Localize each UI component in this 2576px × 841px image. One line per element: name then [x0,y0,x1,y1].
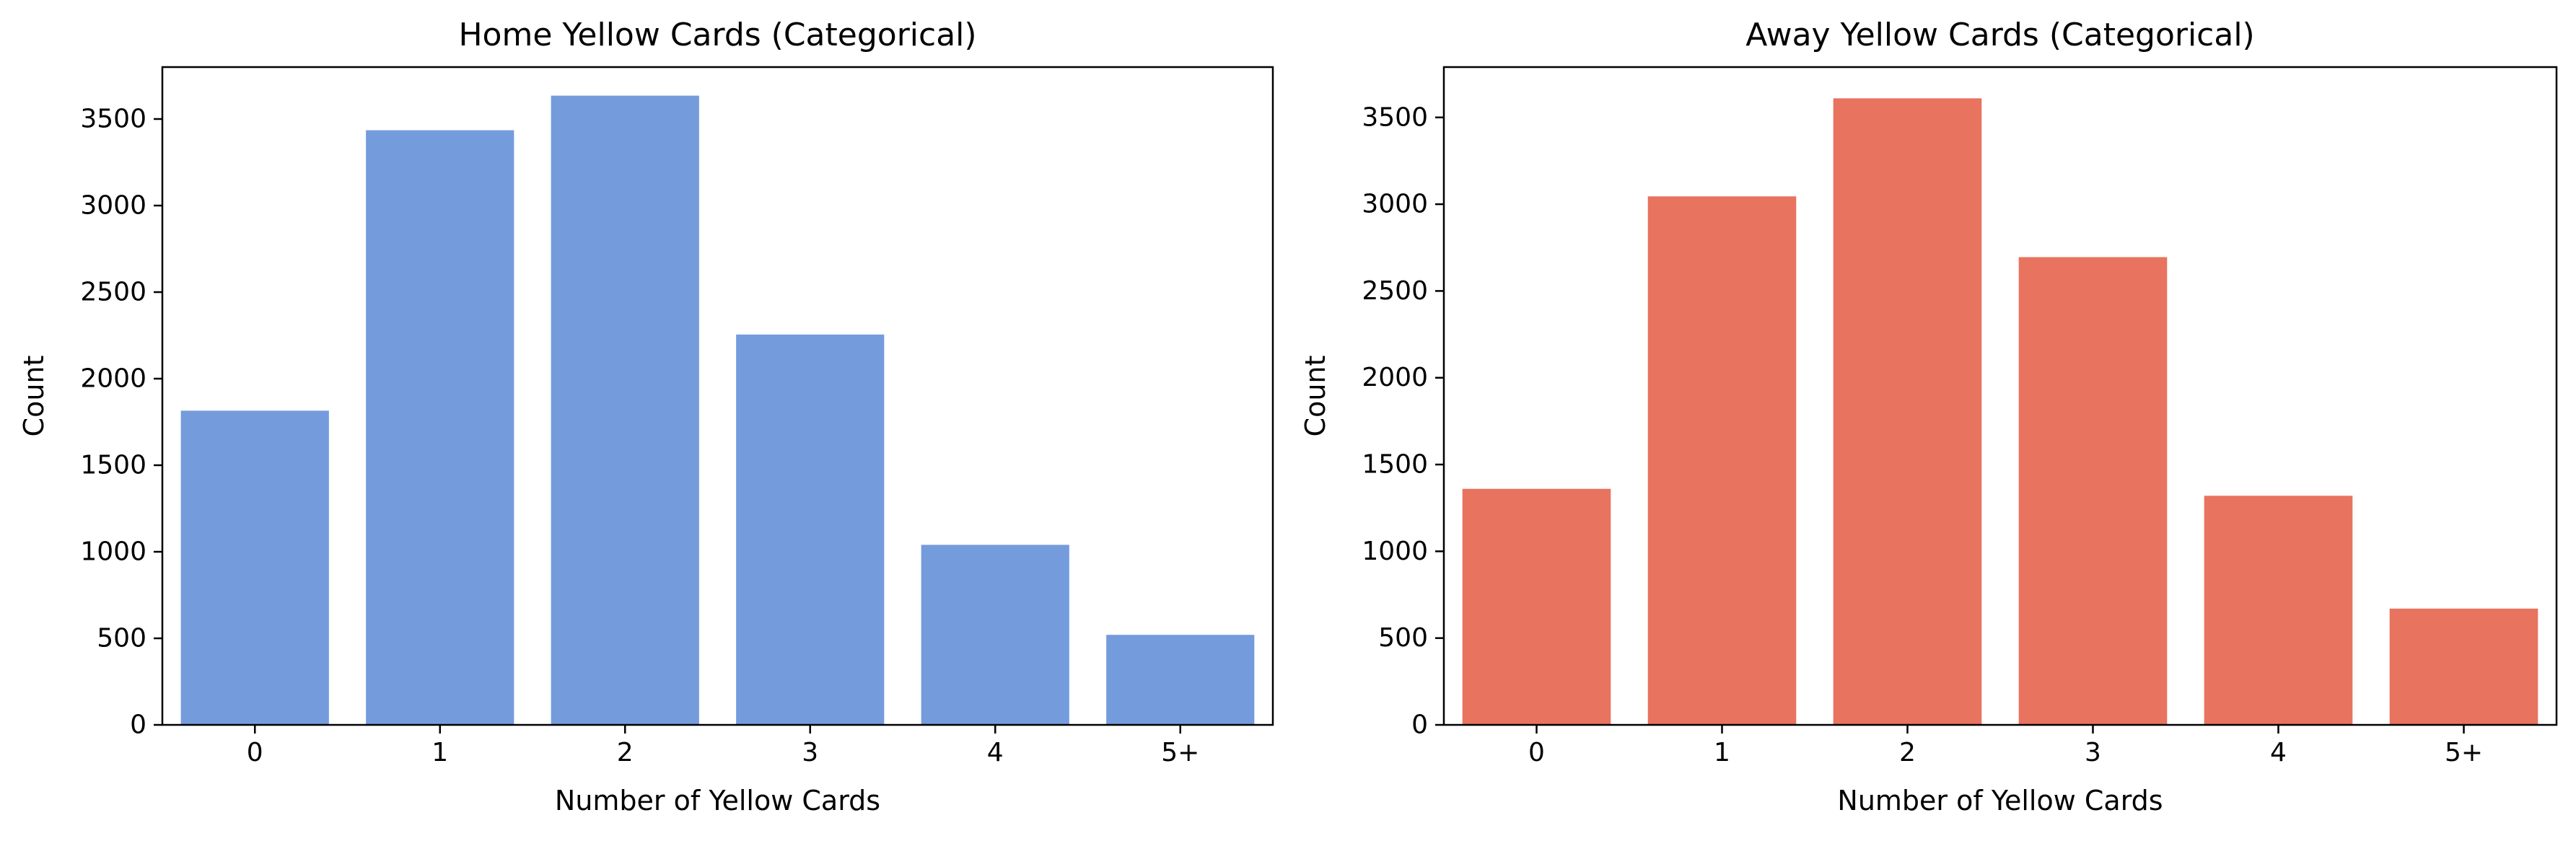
x-tick-label: 0 [247,738,263,767]
chart-panel-0: 0 500 1000 1500 2000 2500 3000 3500 0 1 2 3 4 5+ Home … [18,17,1274,816]
y-tick-label: 3500 [1362,102,1428,132]
bar-3 [2018,257,2168,725]
bar-0 [180,410,329,725]
bar-4 [2204,496,2353,725]
y-tick-label: 3000 [80,191,146,221]
y-axis-label: Count [1300,356,1331,437]
y-axis-label: Count [18,356,50,437]
x-tick-label: 5+ [1161,738,1199,767]
bar-4 [921,545,1069,725]
x-tick-label: 2 [1899,738,1916,767]
bar-1 [1647,196,1797,726]
y-tick-label: 2500 [1362,276,1428,306]
bar-2 [1833,98,1982,726]
x-tick-label: 2 [617,738,634,767]
x-axis-label: Number of Yellow Cards [1837,785,2163,816]
y-tick-label: 2000 [1362,363,1428,392]
bar-3 [736,334,885,725]
y-tick-label: 1500 [1362,450,1428,480]
axes-frame [161,66,1274,726]
y-tick-label: 1000 [1362,537,1428,566]
x-tick-label: 3 [802,738,818,767]
y-tick-label: 0 [1411,710,1428,740]
y-tick-label: 1000 [80,537,146,567]
chart-title: Home Yellow Cards (Categorical) [458,17,976,53]
y-tick-label: 500 [97,624,146,653]
x-tick-label: 4 [2270,738,2287,767]
x-tick-label: 4 [987,738,1004,767]
y-tick-label: 2500 [80,278,146,307]
y-tick-label: 2000 [80,364,146,394]
y-tick-label: 3500 [80,105,146,134]
bar-2 [551,95,699,726]
x-tick-label: 1 [431,738,448,767]
bar-5plus [1106,635,1255,725]
y-tick-label: 3000 [1362,190,1428,219]
x-axis-label: Number of Yellow Cards [555,785,880,816]
y-tick-label: 1500 [80,451,146,480]
y-tick-label: 0 [130,710,146,740]
x-tick-label: 3 [2085,738,2101,767]
bar-0 [1462,488,1611,725]
bar-1 [366,130,514,726]
axes-frame [1442,66,2558,726]
x-tick-label: 5+ [2445,738,2483,767]
chart-title: Away Yellow Cards (Categorical) [1745,17,2254,53]
bar-5plus [2389,608,2538,725]
x-tick-label: 0 [1528,738,1545,767]
y-tick-label: 500 [1378,623,1428,653]
x-tick-label: 1 [1714,738,1730,767]
chart-panel-1: 0 500 1000 1500 2000 2500 3000 3500 0 1 2 3 4 5+ Away … [1300,17,2558,816]
